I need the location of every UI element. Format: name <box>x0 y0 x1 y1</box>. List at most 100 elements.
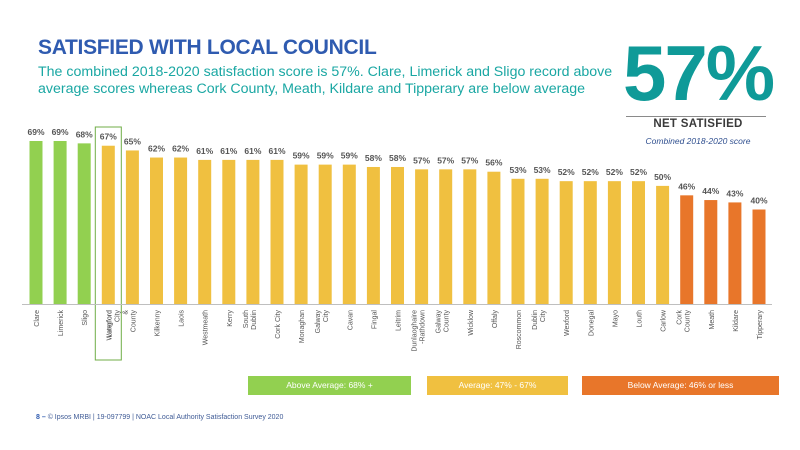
bar-kerry <box>222 159 236 304</box>
bar-carlow <box>656 185 670 304</box>
value-label-tipperary: 40% <box>750 196 767 206</box>
bar-cork-county <box>680 195 694 304</box>
category-label-laois: Laois <box>179 310 186 327</box>
bar-laois <box>174 157 188 304</box>
category-label-wicklow: Wicklow <box>468 309 475 336</box>
bar-dublin-city <box>535 178 549 304</box>
value-label-clare: 69% <box>27 127 44 137</box>
bar-galway-county <box>439 169 453 304</box>
bar-clare <box>29 141 43 304</box>
category-label-westmeath: Westmeath <box>203 310 210 345</box>
category-label-kildare: Kildare <box>733 310 740 332</box>
bar-meath <box>704 200 718 304</box>
value-label-carlow: 50% <box>654 172 671 182</box>
category-label-wexford: Wexford <box>564 310 571 336</box>
category-label-meath: Meath <box>709 310 716 330</box>
value-label-offaly: 56% <box>485 158 502 168</box>
bar-louth <box>632 181 645 304</box>
value-label-cork-city: 61% <box>268 146 285 156</box>
category-label-longford: Longford <box>106 310 113 338</box>
kpi-label: NET SATISFIED <box>653 118 743 130</box>
category-label-galway-city: GalwayCity <box>315 310 330 334</box>
bar-waterford-city-county <box>125 150 139 304</box>
bar-cavan <box>342 164 356 304</box>
category-label-cork-city: Cork City <box>275 310 282 339</box>
bar-westmeath <box>198 159 212 304</box>
value-label-south-dublin: 61% <box>244 146 261 156</box>
bar-wicklow <box>463 169 477 304</box>
bar-fingal <box>366 166 380 304</box>
bar-longford <box>101 145 115 304</box>
bar-donegal <box>583 181 597 304</box>
category-label-kerry: Kerry <box>227 310 234 327</box>
value-label-wicklow: 57% <box>461 155 478 165</box>
bar-south-dublin <box>246 159 260 304</box>
bar-kildare <box>728 202 742 304</box>
value-label-kildare: 43% <box>726 188 743 198</box>
value-label-monaghan: 59% <box>293 151 310 161</box>
bar-galway-city <box>318 164 332 304</box>
category-label-dunlaoghaire-rathdown: Dunlaoghaire-Rathdown <box>412 310 427 352</box>
value-label-meath: 44% <box>702 186 719 196</box>
category-label-fingal: Fingal <box>371 310 378 330</box>
category-label-kilkenny: Kilkenny <box>155 310 162 337</box>
value-label-donegal: 52% <box>582 167 599 177</box>
value-label-kilkenny: 62% <box>148 144 165 154</box>
bar-dunlaoghaire-rathdown <box>415 169 429 304</box>
legend-above-average: Above Average: 68% + <box>248 376 411 395</box>
kpi-value: 57% <box>622 29 775 117</box>
category-label-leitrim: Leitrim <box>396 310 403 331</box>
bar-sligo <box>77 143 91 304</box>
value-label-kerry: 61% <box>220 146 237 156</box>
footer-text: © Ipsos MRBI | 19-097799 | NOAC Local Au… <box>47 414 284 421</box>
category-label-sligo: Sligo <box>82 310 89 326</box>
category-label-carlow: Carlow <box>661 309 668 332</box>
value-label-roscommon: 53% <box>509 165 526 175</box>
bar-wexford <box>559 181 573 304</box>
legend-below-average: Below Average: 46% or less <box>582 376 779 395</box>
category-label-cork-county: CorkCounty <box>677 310 692 333</box>
kpi-caption: Combined 2018-2020 score <box>645 136 751 146</box>
bar-monaghan <box>294 164 308 304</box>
category-label-limerick: Limerick <box>58 310 65 337</box>
category-label-south-dublin: SouthDublin <box>243 310 258 330</box>
legend-average: Average: 47% - 67% <box>427 376 568 395</box>
category-label-offaly: Offaly <box>492 310 499 329</box>
bar-mayo <box>607 181 621 304</box>
bar-kilkenny <box>150 157 163 304</box>
category-label-cavan: Cavan <box>347 310 354 330</box>
page-number: 8 <box>36 414 40 421</box>
bar-limerick <box>53 141 67 304</box>
category-label-clare: Clare <box>34 310 41 327</box>
kpi-divider <box>626 116 766 117</box>
value-label-westmeath: 61% <box>196 146 213 156</box>
value-label-longford: 67% <box>100 132 117 142</box>
value-label-laois: 62% <box>172 144 189 154</box>
category-label-donegal: Donegal <box>588 310 595 337</box>
value-label-dublin-city: 53% <box>534 165 551 175</box>
value-label-sligo: 68% <box>76 129 93 139</box>
value-label-limerick: 69% <box>52 127 69 137</box>
footer-dash: – <box>39 414 48 421</box>
bar-offaly <box>487 171 501 304</box>
bar-leitrim <box>391 166 404 304</box>
category-label-mayo: Mayo <box>612 310 619 327</box>
category-label-roscommon: Roscommon <box>516 310 523 349</box>
value-label-wexford: 52% <box>558 167 575 177</box>
category-label-louth: Louth <box>637 310 644 328</box>
value-label-galway-city: 59% <box>317 151 334 161</box>
category-label-tipperary: Tipperary <box>757 310 764 340</box>
value-label-dunlaoghaire-rathdown: 57% <box>413 155 430 165</box>
value-label-leitrim: 58% <box>389 153 406 163</box>
page-subtitle: The combined 2018-2020 satisfaction scor… <box>38 64 613 97</box>
category-label-dublin-city: DublinCity <box>532 310 547 330</box>
category-label-waterford-city-county: WaterfordCity&County <box>106 310 137 341</box>
page-title: SATISFIED WITH LOCAL COUNCIL <box>38 36 377 59</box>
category-label-monaghan: Monaghan <box>299 310 306 343</box>
bar-roscommon <box>511 178 525 304</box>
value-label-waterford-city-county: 65% <box>124 136 141 146</box>
bar-cork-city <box>270 159 284 304</box>
value-label-cavan: 59% <box>341 151 358 161</box>
value-label-mayo: 52% <box>606 167 623 177</box>
